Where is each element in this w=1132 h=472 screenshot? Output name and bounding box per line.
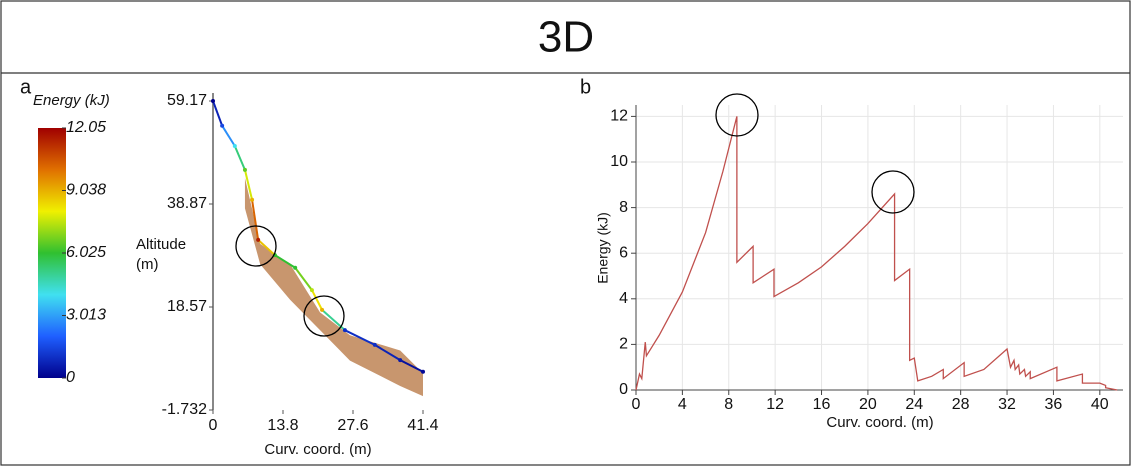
energy-line: [635, 116, 1118, 391]
x-tick-label: 28: [952, 396, 970, 413]
x-tick-label: 24: [905, 396, 923, 413]
colorbar-tick-label: 9.038: [66, 182, 106, 199]
trajectory-point: [309, 288, 314, 293]
trajectory-segment: [212, 100, 224, 127]
y-axis-label: (m): [136, 256, 159, 273]
x-tick-label: 13.8: [267, 417, 298, 434]
trajectory-point: [320, 307, 325, 312]
trajectory-segment: [251, 199, 260, 241]
trajectory-segment: [233, 145, 246, 171]
y-tick-label: 38.87: [167, 195, 207, 212]
trajectory-point: [293, 265, 298, 270]
trajectory-segment: [311, 289, 323, 311]
y-tick-label: 6: [619, 244, 628, 261]
trajectory-point: [372, 342, 377, 347]
y-tick-label: 0: [619, 381, 628, 398]
header-title: 3D: [538, 13, 594, 62]
y-tick-label: 10: [610, 153, 628, 170]
terrain: [244, 177, 423, 397]
y-tick-label: 12: [610, 108, 628, 125]
trajectory-segment: [294, 267, 313, 291]
highlight-circle: [303, 295, 345, 337]
trajectory-segment: [399, 359, 424, 373]
trajectory-segment: [243, 169, 254, 201]
trajectory-segment: [221, 125, 236, 147]
trajectory-point: [242, 167, 247, 172]
panel-label: b: [580, 76, 591, 98]
x-tick-label: 40: [1091, 396, 1109, 413]
y-tick-label: 18.57: [167, 298, 207, 315]
x-tick-label: 27.6: [337, 417, 368, 434]
trajectory-point: [211, 99, 215, 103]
x-tick-label: 32: [998, 396, 1016, 413]
colorbar-tick-label: 0: [66, 369, 75, 386]
trajectory-point: [256, 237, 261, 242]
highlight-circle: [871, 170, 915, 214]
colorbar-tick-label: 6.025: [66, 244, 106, 261]
highlight-circle: [715, 93, 759, 137]
trajectory-point: [342, 328, 347, 333]
x-tick-label: 12: [766, 396, 784, 413]
colorbar: [38, 128, 66, 378]
trajectory-segment: [274, 254, 296, 269]
y-tick-label: 2: [619, 336, 628, 353]
trajectory-point: [398, 358, 403, 363]
y-axis-label: Altitude: [136, 236, 186, 253]
y-axis-label: Energy (kJ): [595, 212, 611, 284]
x-tick-label: 8: [724, 396, 733, 413]
trajectory-segment: [257, 239, 276, 256]
x-tick-label: 4: [678, 396, 687, 413]
trajectory-point: [421, 369, 425, 374]
y-tick-label: -1.732: [162, 401, 207, 418]
trajectory-point: [232, 144, 237, 149]
x-axis-label: Curv. coord. (m): [826, 414, 933, 431]
x-tick-label: 41.4: [407, 417, 438, 434]
trajectory-point: [250, 197, 255, 202]
y-tick-label: 8: [619, 199, 628, 216]
x-tick-label: 0: [209, 417, 218, 434]
x-tick-label: 16: [813, 396, 831, 413]
colorbar-tick-label: 3.013: [66, 307, 106, 324]
x-tick-label: 36: [1045, 396, 1063, 413]
trajectory-segment: [344, 329, 376, 346]
colorbar-tick-label: 12.05: [66, 119, 106, 136]
trajectory-segment: [374, 344, 401, 361]
colorbar-title: Energy (kJ): [33, 92, 110, 109]
trajectory-point: [220, 123, 225, 128]
x-tick-label: 0: [632, 396, 641, 413]
x-tick-label: 20: [859, 396, 877, 413]
x-axis-label: Curv. coord. (m): [264, 441, 371, 458]
y-tick-label: 4: [619, 290, 628, 307]
y-tick-label: 59.17: [167, 92, 207, 109]
highlight-circle: [235, 225, 277, 267]
panel-label: a: [20, 76, 32, 98]
